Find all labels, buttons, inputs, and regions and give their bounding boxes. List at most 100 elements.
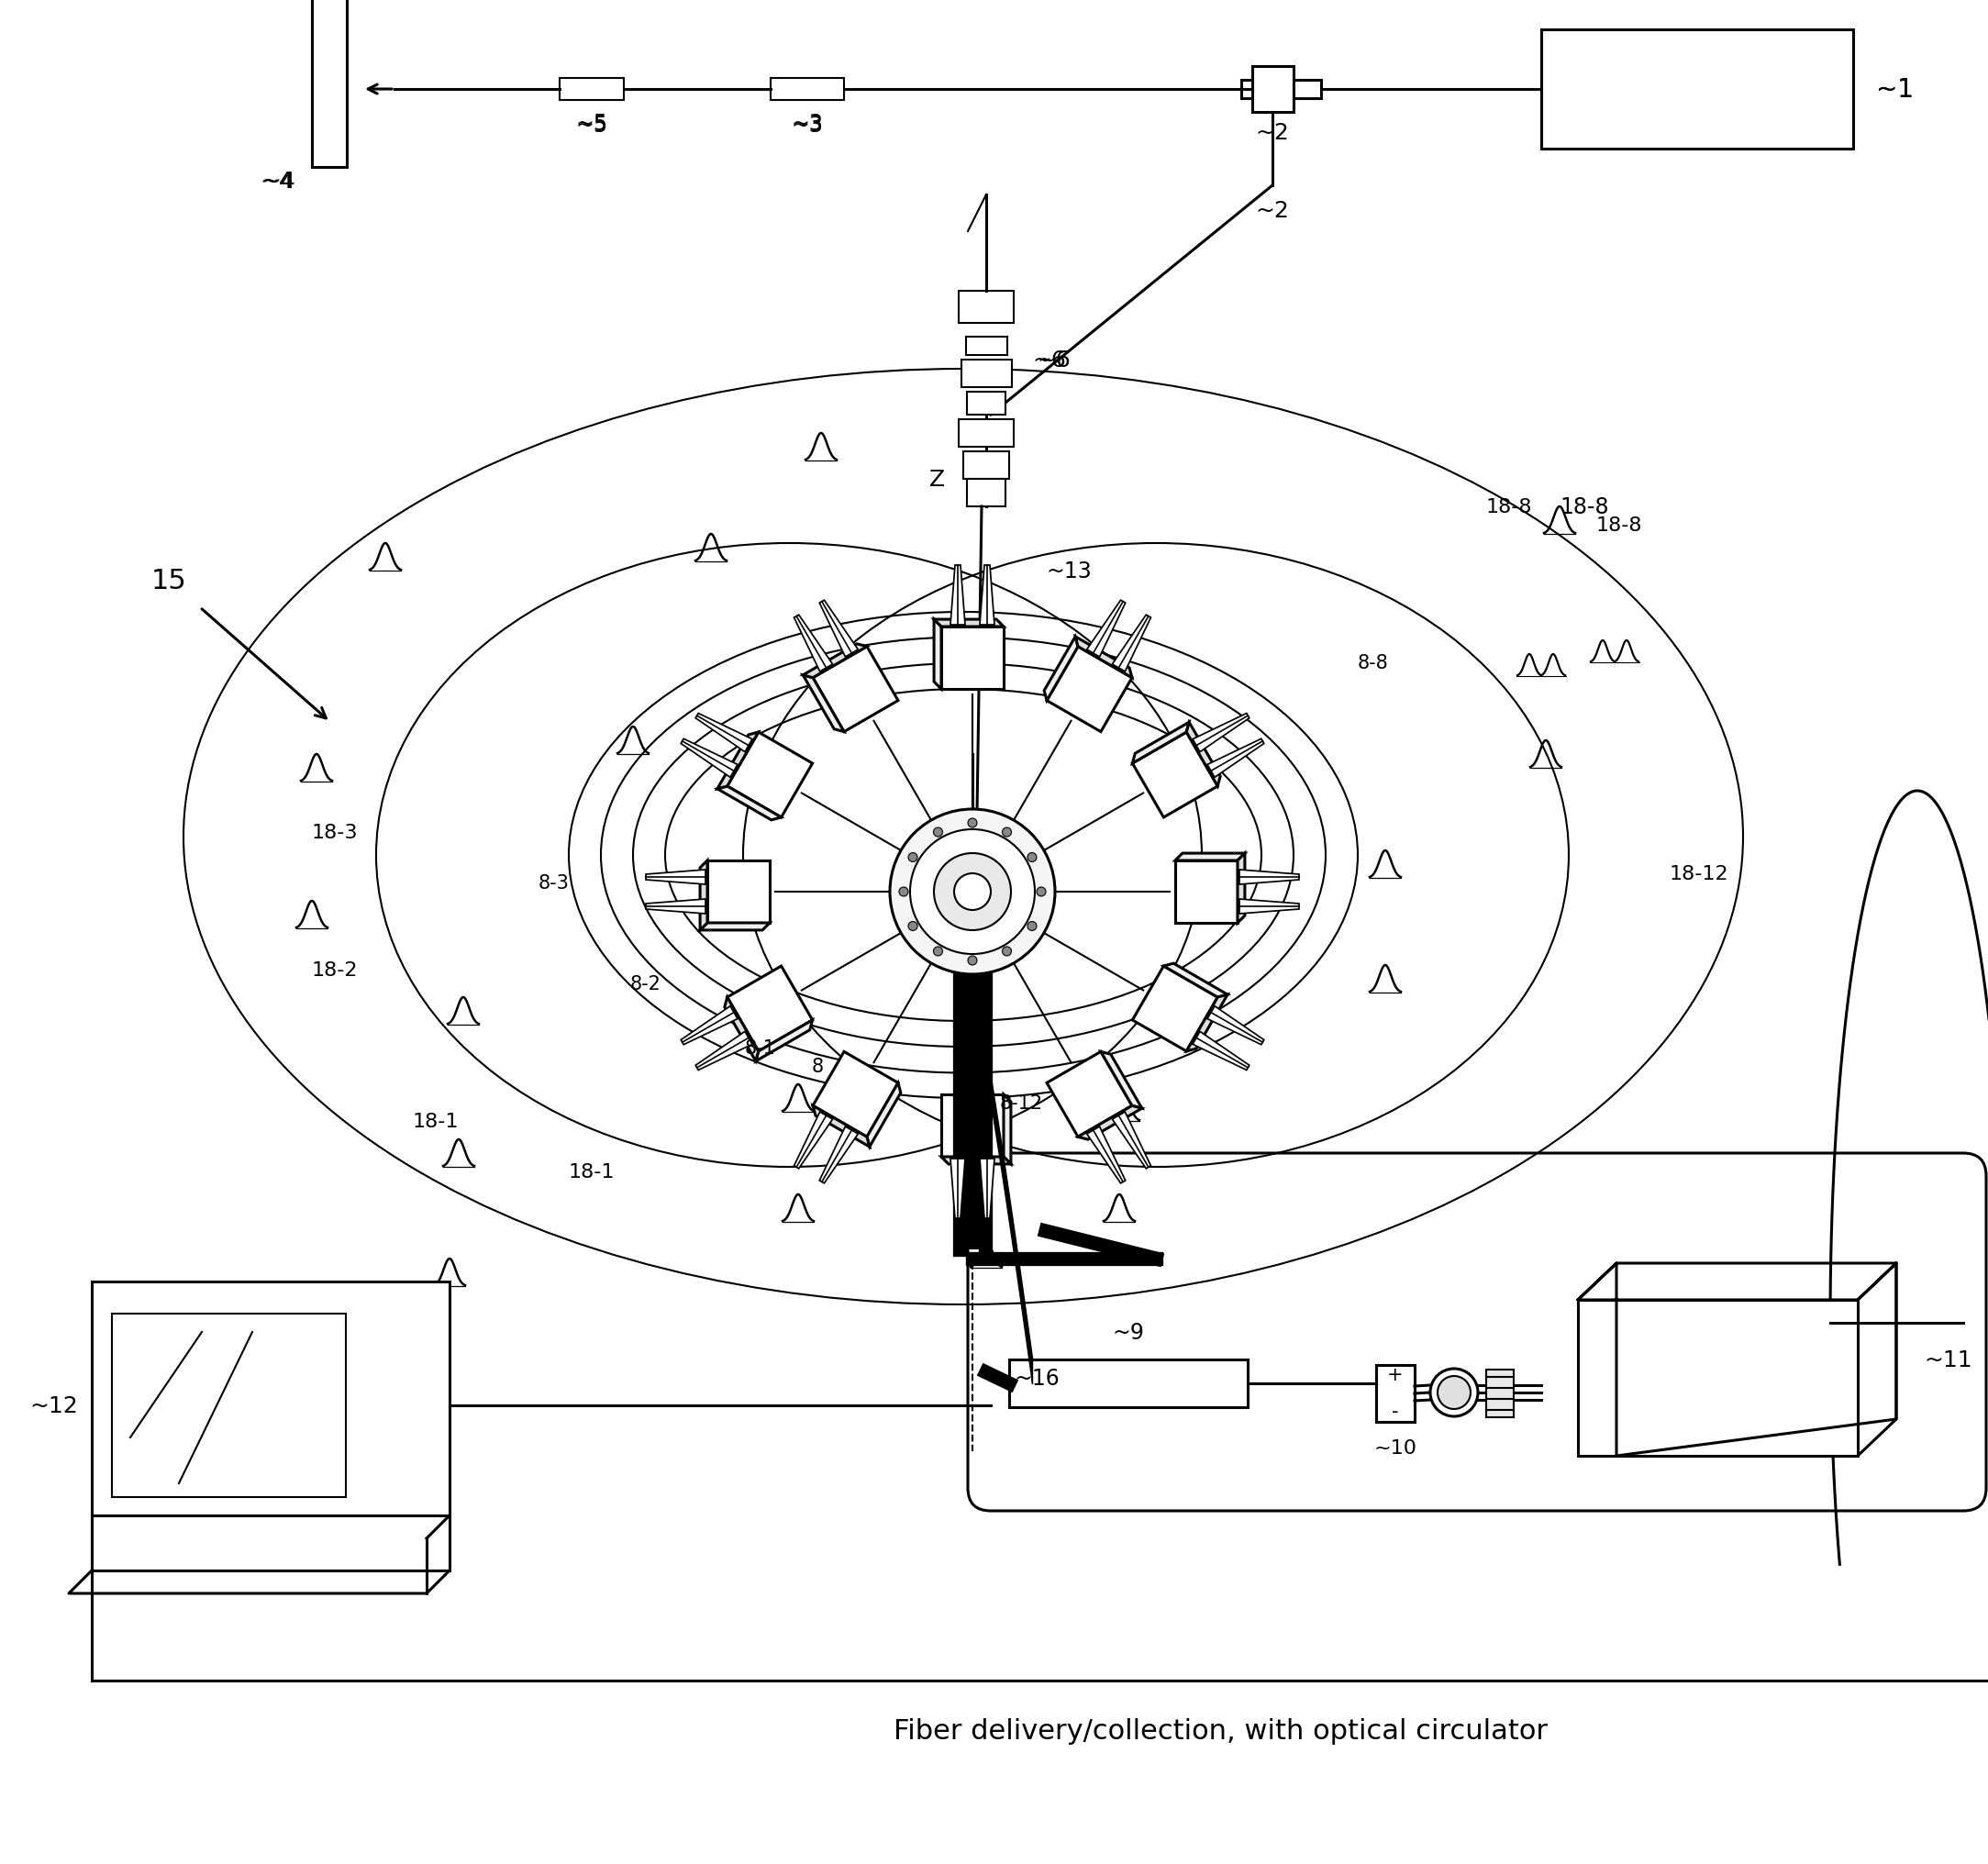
Circle shape [1028, 854, 1036, 863]
Polygon shape [1187, 995, 1227, 1051]
Polygon shape [700, 861, 708, 930]
Circle shape [1437, 1376, 1471, 1409]
Polygon shape [1239, 900, 1298, 913]
Polygon shape [1077, 1105, 1141, 1141]
Polygon shape [940, 1158, 1012, 1165]
Bar [1541, 30, 1853, 149]
Polygon shape [718, 733, 759, 788]
Bar [966, 337, 1008, 356]
Text: ~3: ~3 [791, 114, 823, 136]
Polygon shape [724, 997, 759, 1061]
Text: 18-8: 18-8 [1596, 516, 1642, 535]
Polygon shape [819, 1128, 859, 1184]
Polygon shape [1133, 966, 1217, 1051]
Text: +: + [1388, 1364, 1404, 1383]
Circle shape [899, 887, 909, 897]
Polygon shape [940, 626, 1004, 690]
Text: ~1: ~1 [1877, 76, 1914, 103]
Circle shape [1002, 828, 1012, 837]
Text: ~4: ~4 [262, 170, 296, 192]
Circle shape [1036, 887, 1046, 897]
Bar [312, 0, 346, 168]
Text: ~1: ~1 [1877, 76, 1914, 103]
Polygon shape [708, 861, 769, 923]
Polygon shape [1175, 854, 1244, 861]
Polygon shape [950, 1159, 964, 1219]
Bar [1487, 1370, 1513, 1417]
Text: ~2: ~2 [1256, 121, 1290, 144]
Polygon shape [1193, 1033, 1248, 1070]
Circle shape [954, 874, 990, 910]
Circle shape [1002, 947, 1012, 956]
Text: ~5: ~5 [577, 114, 608, 134]
Text: Fiber delivery/collection, with optical circulator: Fiber delivery/collection, with optical … [893, 1719, 1547, 1745]
Polygon shape [1048, 647, 1131, 733]
Circle shape [968, 818, 976, 828]
Polygon shape [646, 870, 706, 885]
Bar [91, 1282, 449, 1515]
Text: 8: 8 [811, 1057, 823, 1076]
Polygon shape [813, 1105, 869, 1146]
Text: ~9: ~9 [1113, 1322, 1145, 1344]
Polygon shape [1207, 740, 1264, 777]
Polygon shape [1175, 861, 1239, 923]
Text: ~6: ~6 [1032, 349, 1066, 371]
Polygon shape [696, 1033, 751, 1070]
Polygon shape [1239, 870, 1298, 885]
Polygon shape [728, 733, 813, 818]
Polygon shape [934, 621, 1004, 626]
Polygon shape [680, 740, 738, 777]
Text: ~6: ~6 [1036, 349, 1070, 371]
Text: 8-8: 8-8 [1358, 654, 1390, 673]
Polygon shape [940, 1094, 1004, 1158]
Polygon shape [718, 787, 781, 820]
Polygon shape [1087, 600, 1125, 658]
Bar [960, 975, 986, 1249]
Text: 18-8: 18-8 [1487, 498, 1533, 516]
Polygon shape [1044, 637, 1077, 701]
Text: ~16: ~16 [1014, 1366, 1060, 1389]
Bar [1578, 1299, 1857, 1456]
Text: ~5: ~5 [577, 114, 608, 136]
Polygon shape [1239, 854, 1244, 923]
Polygon shape [980, 565, 994, 624]
Polygon shape [1163, 964, 1227, 997]
Bar [964, 451, 1010, 479]
Text: 18-1: 18-1 [569, 1163, 614, 1182]
Text: 18-8: 18-8 [1559, 496, 1608, 518]
Polygon shape [803, 645, 867, 678]
Polygon shape [813, 1051, 899, 1137]
Polygon shape [1111, 1113, 1151, 1169]
Polygon shape [867, 1083, 901, 1146]
Polygon shape [934, 621, 940, 690]
Text: 15: 15 [151, 567, 187, 593]
Circle shape [968, 956, 976, 966]
Polygon shape [793, 615, 833, 673]
Bar [958, 419, 1014, 447]
Polygon shape [755, 1020, 813, 1061]
Polygon shape [728, 966, 813, 1051]
Text: ~13: ~13 [1046, 561, 1091, 582]
Text: ~4: ~4 [260, 170, 294, 192]
Circle shape [1429, 1368, 1477, 1417]
Polygon shape [1111, 615, 1151, 673]
Bar [1252, 67, 1294, 114]
Text: 18-12: 18-12 [1670, 865, 1730, 884]
Polygon shape [696, 714, 751, 753]
Text: 18-1: 18-1 [412, 1113, 459, 1130]
Polygon shape [646, 900, 706, 913]
Circle shape [909, 854, 916, 863]
Polygon shape [700, 923, 769, 930]
Circle shape [911, 829, 1036, 954]
Polygon shape [680, 1007, 738, 1046]
Bar [1376, 1364, 1415, 1422]
Polygon shape [1187, 723, 1221, 787]
Polygon shape [803, 675, 845, 733]
Bar [111, 1314, 346, 1497]
Text: 8-2: 8-2 [630, 975, 660, 994]
Text: 8-3: 8-3 [537, 874, 569, 893]
Bar [966, 393, 1006, 416]
Text: 18-2: 18-2 [312, 960, 358, 979]
Polygon shape [813, 647, 899, 733]
Polygon shape [1076, 637, 1131, 678]
